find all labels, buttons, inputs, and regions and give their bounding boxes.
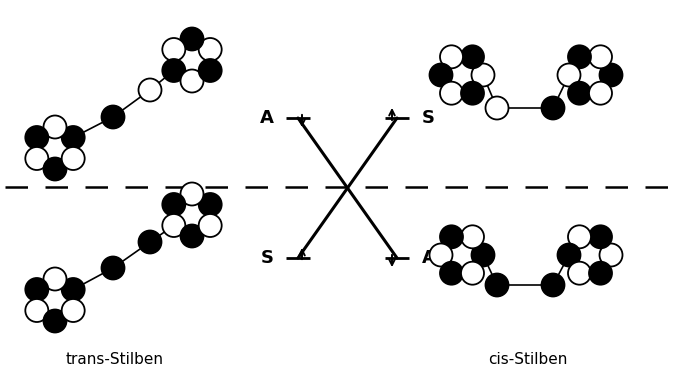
Ellipse shape [568, 82, 591, 105]
Ellipse shape [440, 262, 463, 285]
Ellipse shape [589, 262, 612, 285]
Text: S: S [422, 109, 435, 127]
Ellipse shape [472, 63, 495, 87]
Ellipse shape [26, 278, 48, 301]
Ellipse shape [102, 106, 125, 129]
Ellipse shape [139, 78, 162, 101]
Ellipse shape [44, 310, 67, 332]
Ellipse shape [542, 97, 565, 119]
Ellipse shape [472, 244, 495, 266]
Ellipse shape [26, 147, 48, 170]
Ellipse shape [429, 244, 452, 266]
Ellipse shape [199, 214, 221, 237]
Ellipse shape [589, 82, 612, 105]
Ellipse shape [44, 267, 67, 291]
Ellipse shape [461, 225, 484, 248]
Ellipse shape [485, 97, 509, 119]
Ellipse shape [162, 214, 185, 237]
Ellipse shape [180, 28, 203, 50]
Ellipse shape [139, 231, 162, 254]
Ellipse shape [199, 59, 221, 82]
Ellipse shape [485, 273, 509, 297]
Ellipse shape [162, 193, 185, 216]
Ellipse shape [199, 38, 221, 61]
Text: trans-Stilben: trans-Stilben [66, 352, 164, 367]
Ellipse shape [461, 262, 484, 285]
Text: A: A [422, 249, 436, 267]
Ellipse shape [199, 193, 221, 216]
Ellipse shape [26, 299, 48, 322]
Ellipse shape [589, 225, 612, 248]
Text: S: S [261, 249, 274, 267]
Ellipse shape [44, 157, 67, 181]
Ellipse shape [600, 244, 623, 266]
Ellipse shape [557, 244, 581, 266]
Ellipse shape [102, 257, 125, 279]
Ellipse shape [440, 45, 463, 68]
Ellipse shape [557, 63, 581, 87]
Ellipse shape [589, 45, 612, 68]
Ellipse shape [568, 225, 591, 248]
Ellipse shape [440, 82, 463, 105]
Ellipse shape [44, 116, 67, 138]
Ellipse shape [26, 126, 48, 149]
Ellipse shape [429, 63, 452, 87]
Text: cis-Stilben: cis-Stilben [489, 352, 568, 367]
Ellipse shape [568, 262, 591, 285]
Ellipse shape [600, 63, 623, 87]
Ellipse shape [180, 225, 203, 248]
Ellipse shape [180, 69, 203, 93]
Ellipse shape [440, 225, 463, 248]
Ellipse shape [62, 147, 85, 170]
Ellipse shape [62, 278, 85, 301]
Ellipse shape [180, 182, 203, 206]
Ellipse shape [568, 45, 591, 68]
Ellipse shape [62, 126, 85, 149]
Ellipse shape [62, 299, 85, 322]
Ellipse shape [542, 273, 565, 297]
Ellipse shape [461, 82, 484, 105]
Ellipse shape [461, 45, 484, 68]
Ellipse shape [162, 59, 185, 82]
Text: A: A [260, 109, 274, 127]
Ellipse shape [162, 38, 185, 61]
